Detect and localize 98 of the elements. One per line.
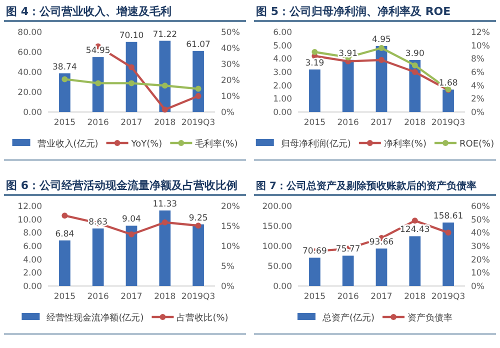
- data-label: 3.90: [405, 49, 424, 59]
- y2-tick-label: 50%: [471, 215, 490, 226]
- y2-tick-label: 10%: [221, 242, 240, 252]
- legend-label: 经营性现金流净额(亿元): [46, 312, 144, 324]
- x-tick-label: 2017: [370, 292, 392, 302]
- y-tick-label: 40.00: [18, 68, 42, 78]
- legend-label: 归母净利润(亿元): [280, 138, 351, 150]
- data-label: 3.19: [305, 58, 324, 68]
- x-tick-label: 2019Q3: [431, 292, 466, 302]
- data-label: 124.43: [400, 225, 430, 236]
- y-tick-label: 6.00: [273, 28, 292, 38]
- x-tick-label: 2018: [154, 118, 176, 128]
- x-tick-label: 2018: [404, 118, 426, 128]
- data-label: 61.07: [186, 40, 210, 50]
- y-tick-label: 150.00: [262, 222, 292, 232]
- y-tick-label: 1.00: [273, 94, 292, 105]
- data-label: 1.68: [438, 78, 458, 89]
- legend-label: 毛利率(%): [195, 138, 238, 150]
- y-tick-label: 2.00: [23, 268, 42, 279]
- y-tick-label: 0.00: [23, 282, 42, 292]
- x-tick-label: 2016: [87, 118, 109, 128]
- y2-tick-label: 5%: [221, 262, 234, 272]
- y-tick-label: 12.00: [18, 202, 42, 212]
- data-label: 70.10: [119, 30, 144, 41]
- y-tick-label: 60.00: [18, 48, 42, 58]
- y-tick-label: 0.00: [23, 108, 42, 118]
- legend-label: 净利率(%): [384, 138, 426, 150]
- legend-label: ROE(%): [460, 140, 494, 150]
- x-tick-label: 2015: [304, 292, 326, 302]
- chart-title: 图 4：公司营业收入、增速及毛利: [6, 5, 172, 18]
- legend-label: 总资产(亿元): [321, 312, 375, 324]
- y-tick-label: 0.00: [273, 282, 292, 292]
- chart-title: 图 6：公司经营活动现金流量净额及占营收比例: [6, 179, 238, 192]
- y-tick-label: 20.00: [18, 88, 42, 98]
- data-label: 11.33: [152, 199, 178, 210]
- y2-tick-label: 10%: [471, 41, 490, 52]
- y-tick-label: 0.00: [273, 108, 292, 118]
- y-tick-label: 4.00: [23, 255, 42, 266]
- y-tick-label: 3.00: [273, 68, 292, 78]
- data-label: 93.66: [369, 238, 394, 248]
- y2-tick-label: 2%: [471, 94, 484, 105]
- x-tick-label: 2016: [337, 292, 359, 302]
- legend-label: YoY(%): [130, 140, 162, 150]
- y-tick-label: 2.00: [273, 81, 292, 92]
- data-label: 6.84: [55, 229, 74, 240]
- y2-tick-label: 30%: [471, 242, 490, 252]
- legend-label: 占营收比(%): [176, 312, 228, 324]
- x-tick-label: 2015: [54, 118, 76, 128]
- data-label: 4.95: [372, 35, 391, 45]
- legend-label: 资产负债率: [408, 312, 453, 324]
- x-tick-label: 2019Q3: [431, 118, 466, 128]
- x-tick-label: 2019Q3: [181, 118, 216, 128]
- x-tick-label: 2019Q3: [181, 292, 216, 302]
- x-tick-label: 2017: [120, 292, 142, 302]
- chart-title: 图 5：公司归母净利润、净利率及 ROE: [256, 5, 451, 18]
- x-tick-label: 2017: [120, 118, 142, 128]
- x-tick-label: 2015: [54, 292, 76, 302]
- y-tick-label: 4.00: [273, 54, 292, 65]
- y2-tick-label: 30%: [221, 60, 240, 70]
- y-tick-label: 8.00: [23, 228, 42, 239]
- y2-tick-label: 0%: [221, 108, 234, 118]
- x-tick-label: 2018: [154, 292, 176, 302]
- y2-tick-label: 10%: [221, 92, 240, 102]
- y-tick-label: 5.00: [273, 41, 292, 52]
- y2-tick-label: 0%: [471, 282, 484, 292]
- x-tick-label: 2018: [404, 292, 426, 302]
- y2-tick-label: 8%: [471, 54, 484, 65]
- y2-tick-label: 10%: [471, 268, 490, 279]
- x-tick-label: 2016: [87, 292, 109, 302]
- x-tick-label: 2015: [304, 118, 326, 128]
- y-tick-label: 200.00: [262, 202, 292, 212]
- legend-label: 营业收入(亿元): [37, 138, 98, 150]
- y2-tick-label: 50%: [221, 28, 240, 38]
- y-tick-label: 80.00: [18, 28, 42, 38]
- chart-title: 图 7：公司总资产及剔除预收账款后的资产负债率: [256, 180, 476, 192]
- y-tick-label: 6.00: [23, 242, 42, 252]
- data-label: 38.74: [52, 62, 77, 72]
- x-tick-label: 2016: [337, 118, 359, 128]
- data-label: 9.04: [122, 214, 141, 225]
- y2-tick-label: 12%: [471, 28, 490, 38]
- y2-tick-label: 4%: [471, 81, 484, 92]
- y2-tick-label: 40%: [471, 228, 490, 239]
- y2-tick-label: 0%: [471, 108, 484, 118]
- y-tick-label: 100.00: [262, 242, 292, 252]
- y2-tick-label: 6%: [471, 68, 484, 78]
- data-label: 9.25: [188, 213, 208, 224]
- y2-tick-label: 0%: [221, 282, 234, 292]
- y2-tick-label: 20%: [221, 76, 240, 86]
- data-label: 158.61: [433, 212, 464, 222]
- y2-tick-label: 60%: [471, 202, 490, 212]
- data-label: 71.22: [152, 30, 178, 40]
- y-tick-label: 50.00: [268, 262, 292, 272]
- y2-tick-label: 20%: [221, 202, 240, 212]
- x-tick-label: 2017: [370, 118, 392, 128]
- y-tick-label: 10.00: [18, 215, 42, 226]
- y2-tick-label: 20%: [471, 255, 490, 266]
- y2-tick-label: 40%: [221, 44, 240, 54]
- y2-tick-label: 15%: [221, 222, 240, 232]
